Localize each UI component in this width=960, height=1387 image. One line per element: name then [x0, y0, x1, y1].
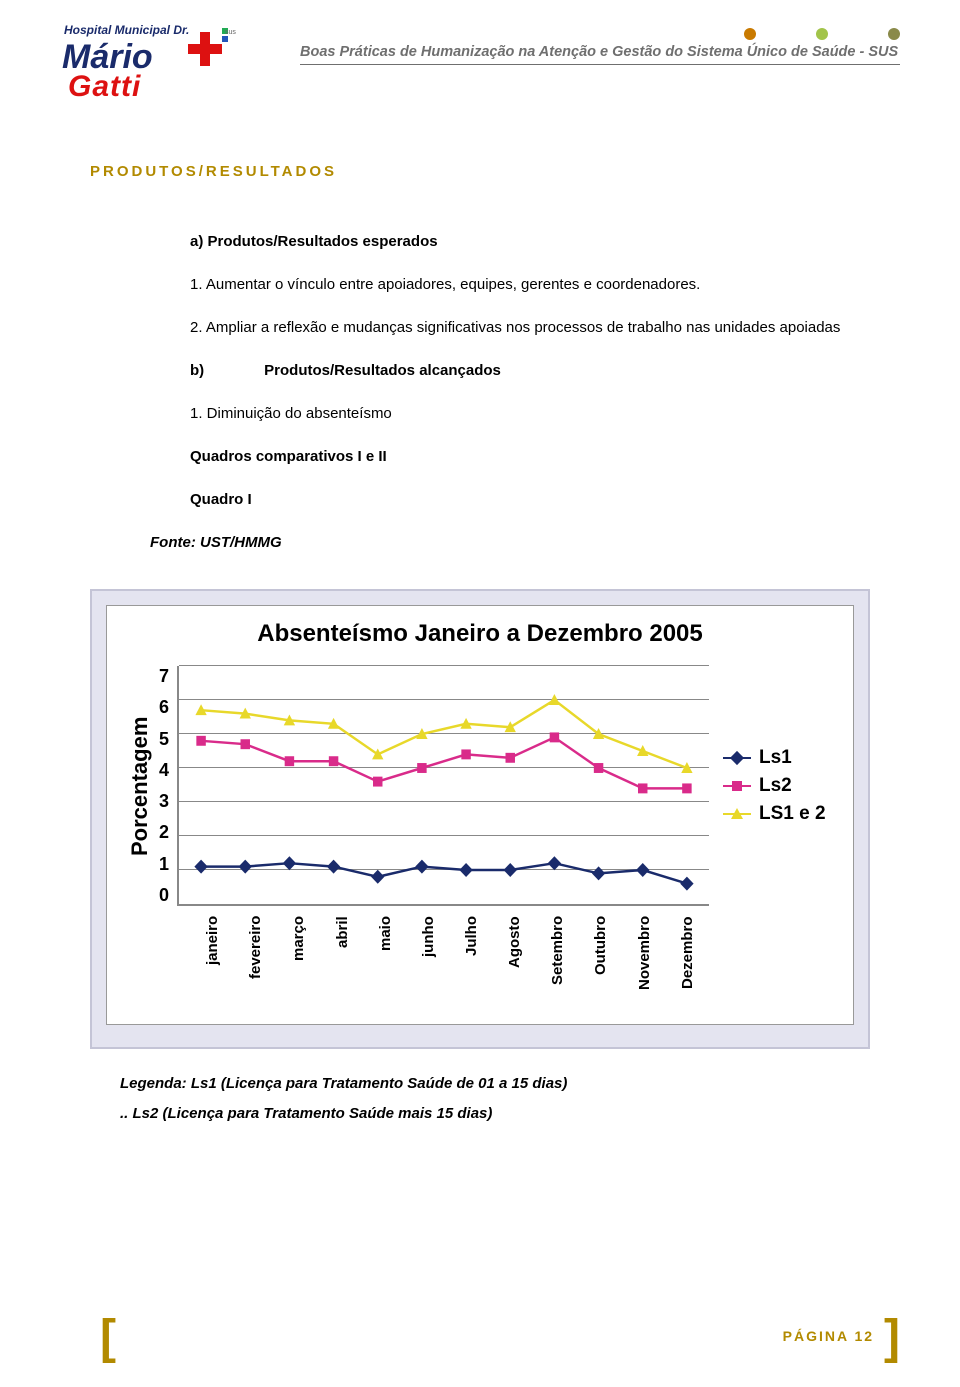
- xtick-label: Novembro: [636, 916, 653, 1016]
- series-marker: [194, 860, 207, 874]
- series-marker: [638, 783, 647, 793]
- legend-item: Ls1: [723, 747, 839, 769]
- series-marker: [329, 756, 338, 766]
- page-header: Hospital Municipal Dr. Mário Gatti sus B…: [60, 20, 900, 103]
- ytick-label: 7: [159, 666, 169, 687]
- series-marker: [239, 860, 252, 874]
- hospital-logo: Hospital Municipal Dr. Mário Gatti sus: [60, 20, 280, 103]
- ytick-label: 5: [159, 729, 169, 750]
- series-marker: [283, 856, 296, 870]
- page-number: PÁGINA 12: [773, 1328, 884, 1348]
- chart-ylabel: Porcentagem: [121, 666, 159, 906]
- series-marker: [680, 877, 693, 891]
- item-b1: 1. Diminuição do absenteísmo: [190, 397, 870, 430]
- svg-text:sus: sus: [225, 29, 236, 36]
- chart-legenda-text: Legenda: Ls1 (Licença para Tratamento Sa…: [120, 1069, 870, 1129]
- sub-a-heading: a) Produtos/Resultados esperados: [190, 225, 870, 258]
- series-marker: [285, 756, 294, 766]
- section-heading: PRODUTOS/RESULTADOS: [90, 163, 870, 180]
- chart-yaxis: 7 6 5 4 3 2 1 0: [159, 666, 177, 906]
- xtick-label: junho: [420, 916, 437, 1016]
- svg-text:Gatti: Gatti: [68, 70, 141, 100]
- quadro-label: Quadro I: [190, 483, 870, 516]
- xtick-label: Julho: [463, 916, 480, 1016]
- chart-title: Absenteísmo Janeiro a Dezembro 2005: [107, 606, 853, 666]
- ytick-label: 1: [159, 854, 169, 875]
- xtick-label: maio: [377, 916, 394, 1016]
- series-marker: [506, 753, 515, 763]
- series-marker: [504, 863, 517, 877]
- left-bracket-icon: [: [100, 1319, 116, 1357]
- series-line: [201, 863, 687, 883]
- series-marker: [196, 736, 205, 746]
- sub-b-heading: b) Produtos/Resultados alcançados: [190, 354, 870, 387]
- series-marker: [461, 749, 470, 759]
- document-title: Boas Práticas de Humanização na Atenção …: [300, 44, 900, 65]
- series-marker: [459, 863, 472, 877]
- series-marker: [417, 763, 426, 773]
- right-bracket-icon: ]: [884, 1319, 900, 1357]
- series-marker: [549, 694, 560, 705]
- chart-container: Absenteísmo Janeiro a Dezembro 2005 Porc…: [90, 589, 870, 1049]
- series-marker: [594, 763, 603, 773]
- xtick-label: Outubro: [592, 916, 609, 1016]
- series-marker: [592, 866, 605, 880]
- dot-icon: [816, 28, 828, 40]
- xtick-label: Agosto: [506, 916, 523, 1016]
- xtick-label: fevereiro: [247, 916, 264, 1016]
- item-a1: 1. Aumentar o vínculo entre apoiadores, …: [190, 268, 870, 301]
- ytick-label: 0: [159, 885, 169, 906]
- chart-plot-area: [177, 666, 709, 906]
- ytick-label: 4: [159, 760, 169, 781]
- decorative-dots: [300, 28, 900, 40]
- series-marker: [636, 863, 649, 877]
- series-marker: [550, 732, 559, 742]
- series-marker: [548, 856, 561, 870]
- xtick-label: abril: [334, 916, 351, 1016]
- xtick-label: Dezembro: [679, 916, 696, 1016]
- chart-xlabels: janeiro fevereiro março abril maio junho Julho…: [191, 916, 709, 1016]
- quadros-label: Quadros comparativos I e II: [190, 440, 870, 473]
- legend-item: Ls2: [723, 775, 839, 797]
- series-line: [201, 737, 687, 788]
- dot-icon: [744, 28, 756, 40]
- dot-icon: [888, 28, 900, 40]
- xtick-label: Setembro: [549, 916, 566, 1016]
- series-marker: [415, 860, 428, 874]
- legend-item: LS1 e 2: [723, 803, 839, 825]
- chart-legend: Ls1 Ls2 LS1 e 2: [709, 666, 839, 906]
- series-marker: [373, 777, 382, 787]
- series-marker: [241, 739, 250, 749]
- series-line: [201, 700, 687, 768]
- fonte-label: Fonte: UST/HMMG: [150, 526, 870, 559]
- ytick-label: 3: [159, 791, 169, 812]
- ytick-label: 2: [159, 822, 169, 843]
- series-marker: [371, 870, 384, 884]
- xtick-label: janeiro: [204, 916, 221, 1016]
- ytick-label: 6: [159, 697, 169, 718]
- item-a2: 2. Ampliar a reflexão e mudanças signifi…: [90, 311, 870, 344]
- series-marker: [327, 860, 340, 874]
- page-footer: PÁGINA 12 ]: [773, 1319, 900, 1357]
- svg-text:Hospital Municipal Dr.: Hospital Municipal Dr.: [64, 23, 189, 37]
- series-marker: [682, 783, 691, 793]
- xtick-label: março: [290, 916, 307, 1016]
